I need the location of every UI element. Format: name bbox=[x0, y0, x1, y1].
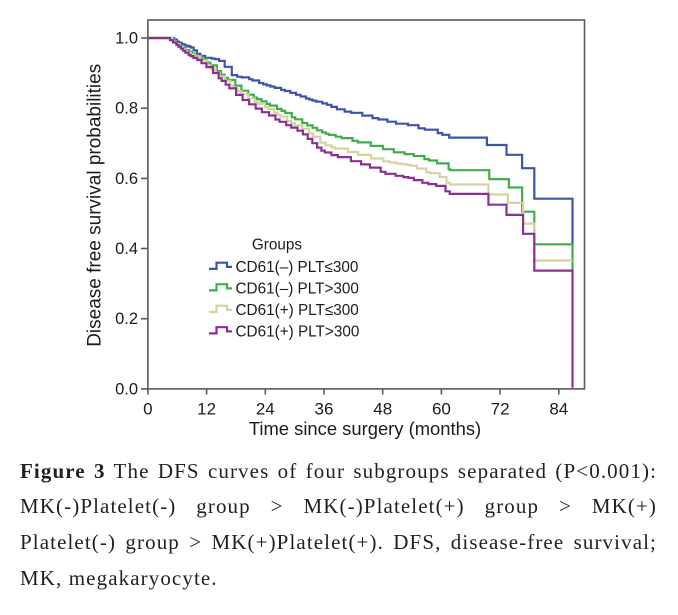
svg-text:72: 72 bbox=[491, 400, 510, 419]
svg-text:Groups: Groups bbox=[252, 237, 303, 254]
svg-text:24: 24 bbox=[256, 400, 275, 419]
svg-text:36: 36 bbox=[315, 400, 334, 419]
svg-text:0: 0 bbox=[143, 400, 152, 419]
svg-text:60: 60 bbox=[432, 400, 451, 419]
svg-text:CD61(+) PLT>300: CD61(+) PLT>300 bbox=[236, 324, 360, 341]
svg-text:84: 84 bbox=[549, 400, 568, 419]
svg-text:0.6: 0.6 bbox=[115, 170, 138, 188]
svg-text:1.0: 1.0 bbox=[115, 30, 138, 48]
svg-text:CD61(–) PLT≤300: CD61(–) PLT≤300 bbox=[236, 259, 359, 276]
svg-text:Disease free survival probabil: Disease free survival probabilities bbox=[85, 64, 106, 347]
svg-text:0.2: 0.2 bbox=[115, 310, 138, 328]
svg-text:CD61(+) PLT≤300: CD61(+) PLT≤300 bbox=[236, 302, 359, 319]
svg-text:Time since surgery (months): Time since surgery (months) bbox=[249, 418, 481, 439]
svg-text:0.4: 0.4 bbox=[115, 240, 138, 258]
svg-text:12: 12 bbox=[197, 400, 216, 419]
svg-text:CD61(–) PLT>300: CD61(–) PLT>300 bbox=[236, 281, 359, 298]
svg-text:0.8: 0.8 bbox=[115, 100, 138, 118]
svg-text:0.0: 0.0 bbox=[115, 380, 138, 398]
svg-text:48: 48 bbox=[373, 400, 392, 419]
